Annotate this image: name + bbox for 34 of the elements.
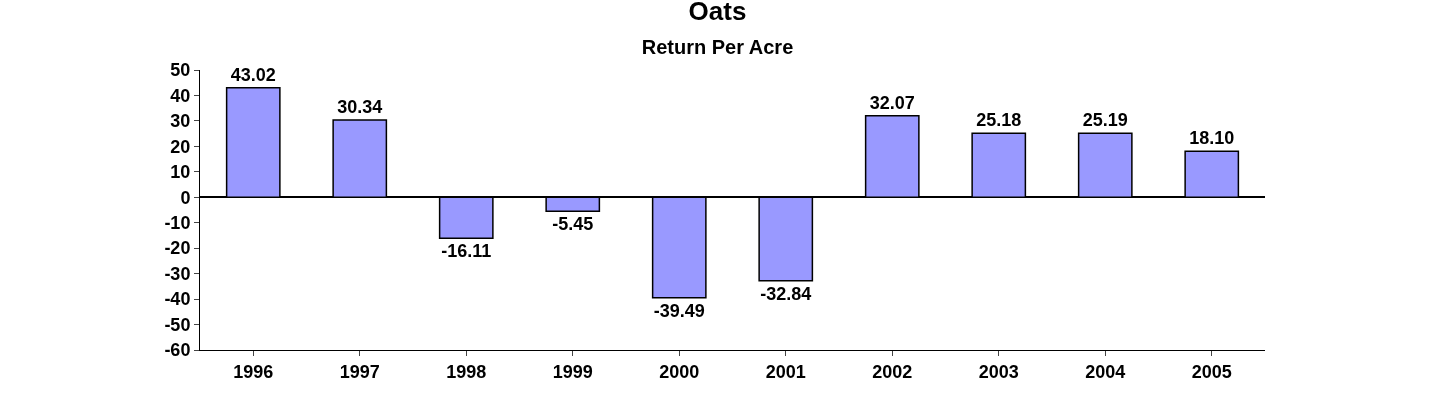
y-tick-label: 20 — [170, 136, 191, 157]
y-tick-label: 0 — [180, 187, 191, 208]
x-tick-label: 1998 — [446, 361, 487, 382]
y-tick-label: 10 — [170, 162, 191, 183]
x-tick-label: 2003 — [978, 361, 1019, 382]
y-tick-label: -10 — [164, 213, 191, 234]
data-label: -5.45 — [552, 214, 594, 235]
data-label: 25.19 — [1082, 110, 1128, 131]
data-label: -39.49 — [653, 300, 705, 321]
y-tick-label: -50 — [164, 314, 191, 335]
x-tick-label: 2002 — [872, 361, 913, 382]
data-label: 18.10 — [1189, 128, 1235, 149]
y-tick-label: 30 — [170, 111, 191, 132]
chart-title: Oats — [688, 0, 747, 26]
chart-subtitle: Return Per Acre — [641, 35, 794, 58]
data-label: 43.02 — [230, 64, 276, 85]
data-label: -16.11 — [441, 241, 492, 262]
x-tick-label: 2005 — [1191, 361, 1232, 382]
y-tick-label: 50 — [170, 60, 191, 81]
data-label: 32.07 — [869, 92, 915, 113]
data-label: 30.34 — [337, 97, 383, 118]
y-tick-label: 40 — [170, 85, 191, 106]
x-tick-label: 1997 — [339, 361, 380, 382]
x-tick-label: 1999 — [552, 361, 593, 382]
x-tick-label: 2004 — [1085, 361, 1126, 382]
y-tick-label: -30 — [164, 263, 191, 284]
x-tick-label: 1996 — [233, 361, 274, 382]
x-tick-label: 2000 — [659, 361, 700, 382]
data-label: 25.18 — [976, 110, 1022, 131]
y-tick-label: -20 — [164, 238, 191, 259]
data-label: -32.84 — [760, 283, 812, 304]
x-tick-label: 2001 — [765, 361, 806, 382]
y-tick-label: -60 — [164, 340, 191, 361]
y-tick-label: -40 — [164, 289, 191, 310]
